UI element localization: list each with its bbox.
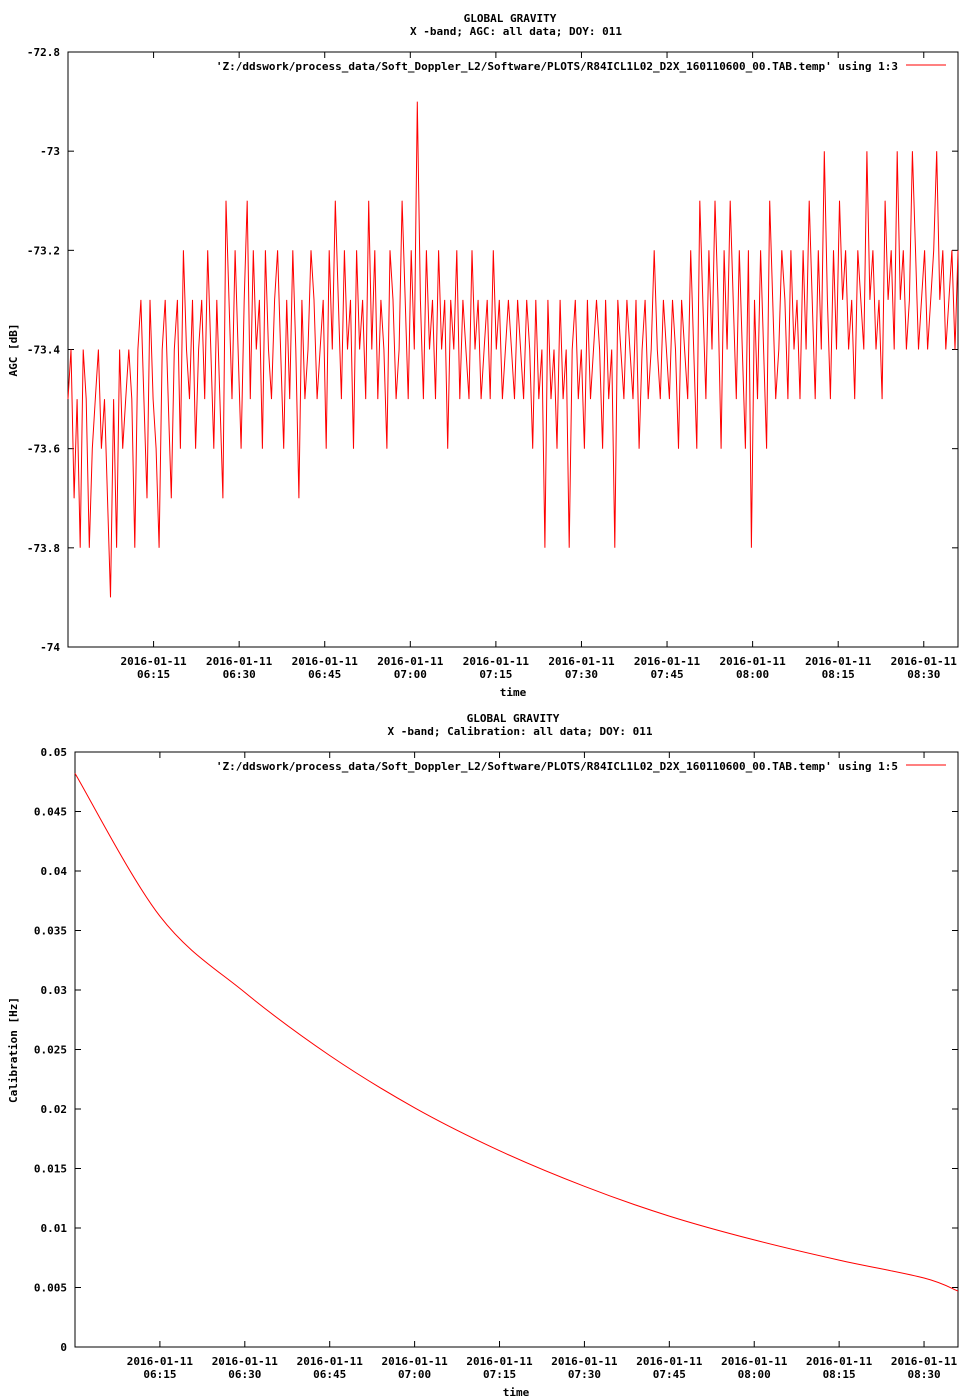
agc-x-tick-time-label: 06:15 bbox=[137, 668, 170, 681]
agc-x-tick-date-label: 2016-01-11 bbox=[463, 655, 530, 668]
calibration-x-tick-time-label: 07:00 bbox=[398, 1368, 431, 1381]
calibration-y-tick-label: 0.02 bbox=[41, 1103, 68, 1116]
calibration-y-tick-label: 0.025 bbox=[34, 1044, 67, 1057]
agc-x-tick-date-label: 2016-01-11 bbox=[120, 655, 187, 668]
agc-x-tick-time-label: 07:15 bbox=[479, 668, 512, 681]
agc-y-axis-label: AGC [dB] bbox=[7, 324, 20, 377]
calibration-y-tick-label: 0.015 bbox=[34, 1163, 67, 1176]
agc-chart: GLOBAL GRAVITY X -band; AGC: all data; D… bbox=[7, 12, 959, 699]
agc-chart-title: GLOBAL GRAVITY bbox=[464, 12, 557, 25]
agc-y-tick-label: -73.6 bbox=[27, 443, 60, 456]
calibration-chart-title: GLOBAL GRAVITY bbox=[467, 712, 560, 725]
calibration-x-tick-time-label: 06:15 bbox=[143, 1368, 176, 1381]
agc-x-tick-date-label: 2016-01-11 bbox=[805, 655, 872, 668]
calibration-x-tick-time-label: 07:45 bbox=[653, 1368, 686, 1381]
calibration-y-tick-label: 0.035 bbox=[34, 925, 67, 938]
agc-x-tick-date-label: 2016-01-11 bbox=[634, 655, 701, 668]
agc-x-tick-time-label: 06:45 bbox=[308, 668, 341, 681]
agc-y-tick-label: -73.4 bbox=[27, 344, 60, 357]
agc-y-tick-label: -73 bbox=[40, 145, 60, 158]
agc-x-tick-date-label: 2016-01-11 bbox=[292, 655, 359, 668]
agc-series-line bbox=[67, 101, 959, 598]
calibration-x-tick-date-label: 2016-01-11 bbox=[297, 1355, 364, 1368]
calibration-x-tick-time-label: 06:30 bbox=[228, 1368, 261, 1381]
agc-x-tick-date-label: 2016-01-11 bbox=[206, 655, 273, 668]
agc-x-tick-time-label: 08:00 bbox=[736, 668, 769, 681]
agc-x-tick-time-label: 07:45 bbox=[650, 668, 683, 681]
calibration-x-tick-time-label: 07:15 bbox=[483, 1368, 516, 1381]
calibration-x-tick-date-label: 2016-01-11 bbox=[212, 1355, 279, 1368]
agc-x-axis-label: time bbox=[500, 686, 527, 699]
calibration-x-tick-time-label: 06:45 bbox=[313, 1368, 346, 1381]
agc-x-tick-time-label: 08:30 bbox=[907, 668, 940, 681]
calibration-x-tick-date-label: 2016-01-11 bbox=[381, 1355, 448, 1368]
calibration-y-tick-label: 0.04 bbox=[41, 865, 68, 878]
agc-x-tick-date-label: 2016-01-11 bbox=[377, 655, 444, 668]
calibration-chart: GLOBAL GRAVITY X -band; Calibration: all… bbox=[7, 712, 959, 1399]
calibration-y-tick-label: 0.05 bbox=[41, 746, 68, 759]
agc-x-tick-time-label: 07:30 bbox=[565, 668, 598, 681]
calibration-y-axis-label: Calibration [Hz] bbox=[7, 997, 20, 1103]
agc-plot-frame bbox=[67, 51, 959, 648]
calibration-x-tick-time-label: 08:30 bbox=[907, 1368, 940, 1381]
calibration-x-tick-date-label: 2016-01-11 bbox=[127, 1355, 194, 1368]
calibration-x-tick-time-label: 07:30 bbox=[568, 1368, 601, 1381]
calibration-x-tick-time-label: 08:00 bbox=[738, 1368, 771, 1381]
calibration-x-tick-date-label: 2016-01-11 bbox=[551, 1355, 618, 1368]
agc-y-tick-label: -72.8 bbox=[27, 46, 60, 59]
calibration-x-tick-date-label: 2016-01-11 bbox=[891, 1355, 958, 1368]
calibration-y-tick-label: 0.03 bbox=[41, 984, 68, 997]
agc-x-tick-date-label: 2016-01-11 bbox=[719, 655, 786, 668]
calibration-x-axis-label: time bbox=[503, 1386, 530, 1399]
agc-y-tick-label: -73.2 bbox=[27, 244, 60, 257]
agc-x-tick-date-label: 2016-01-11 bbox=[891, 655, 958, 668]
calibration-y-tick-label: 0.005 bbox=[34, 1282, 67, 1295]
agc-x-tick-date-label: 2016-01-11 bbox=[548, 655, 615, 668]
agc-y-tick-label: -73.8 bbox=[27, 542, 60, 555]
calibration-y-tick-label: 0 bbox=[60, 1341, 67, 1354]
calibration-plot-frame bbox=[74, 751, 959, 1348]
calibration-y-tick-label: 0.045 bbox=[34, 806, 67, 819]
calibration-legend-label: 'Z:/ddswork/process_data/Soft_Doppler_L2… bbox=[216, 760, 898, 773]
calibration-x-tick-date-label: 2016-01-11 bbox=[806, 1355, 873, 1368]
calibration-x-tick-date-label: 2016-01-11 bbox=[636, 1355, 703, 1368]
calibration-x-tick-date-label: 2016-01-11 bbox=[466, 1355, 533, 1368]
calibration-chart-subtitle: X -band; Calibration: all data; DOY: 011 bbox=[388, 725, 653, 738]
agc-x-tick-time-label: 07:00 bbox=[394, 668, 427, 681]
agc-x-tick-time-label: 08:15 bbox=[822, 668, 855, 681]
calibration-series-line bbox=[74, 773, 959, 1292]
agc-y-tick-label: -74 bbox=[40, 641, 60, 654]
agc-x-tick-time-label: 06:30 bbox=[223, 668, 256, 681]
calibration-x-tick-time-label: 08:15 bbox=[823, 1368, 856, 1381]
calibration-y-tick-label: 0.01 bbox=[41, 1222, 68, 1235]
calibration-x-tick-date-label: 2016-01-11 bbox=[721, 1355, 788, 1368]
agc-chart-subtitle: X -band; AGC: all data; DOY: 011 bbox=[410, 25, 622, 38]
agc-legend-label: 'Z:/ddswork/process_data/Soft_Doppler_L2… bbox=[216, 60, 898, 73]
